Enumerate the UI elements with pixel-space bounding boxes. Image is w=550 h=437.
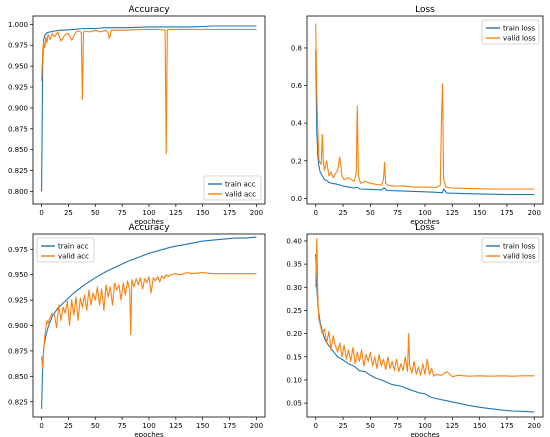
x-tick-label: 50: [91, 209, 100, 217]
y-tick-label: 0.10: [286, 376, 302, 384]
y-tick-label: 0.6: [291, 82, 303, 90]
x-tick-label: 100: [142, 422, 155, 430]
x-tick-label: 150: [473, 422, 486, 430]
series-line-valid-loss: [315, 238, 535, 378]
chart-title: Loss: [415, 223, 435, 233]
y-tick-label: 0.825: [8, 167, 28, 175]
series-line-train-loss: [315, 253, 535, 413]
chart-title: Loss: [415, 5, 435, 15]
legend-label: valid loss: [503, 35, 536, 43]
x-tick-label: 100: [418, 209, 431, 217]
chart-title: Accuracy: [128, 223, 170, 233]
x-tick-label: 150: [473, 209, 486, 217]
x-axis-label: epoches: [410, 218, 440, 226]
x-tick-label: 125: [169, 422, 182, 430]
x-tick-label: 75: [393, 422, 402, 430]
y-tick-label: 0.800: [8, 188, 28, 196]
y-tick-label: 0.40: [286, 237, 302, 245]
legend-label: valid acc: [225, 191, 256, 199]
x-axis-label: epoches: [410, 431, 440, 437]
y-tick-label: 0.850: [8, 146, 28, 154]
y-tick-label: 0.925: [8, 297, 28, 305]
series-line-train-acc: [41, 236, 257, 409]
x-tick-label: 50: [366, 422, 375, 430]
y-tick-label: 0.975: [8, 42, 28, 50]
x-tick-label: 75: [118, 422, 127, 430]
y-tick-label: 0.875: [8, 125, 28, 133]
legend-label: train acc: [58, 243, 89, 251]
y-tick-label: 0.30: [286, 284, 302, 292]
legend-label: train acc: [225, 181, 256, 189]
chart-3: Accuracy 0 25 50 75 100 125 150 175 200 0.825 0.850…: [8, 223, 266, 437]
y-tick-label: 0.25: [286, 307, 302, 315]
legend: train loss valid loss: [481, 237, 540, 263]
x-tick-label: 175: [223, 209, 236, 217]
x-tick-label: 50: [366, 209, 375, 217]
x-tick-label: 200: [528, 422, 541, 430]
y-tick-label: 0.0: [291, 195, 302, 203]
legend: train acc valid acc: [203, 175, 262, 201]
y-tick-label: 0.4: [291, 120, 303, 128]
legend-label: train loss: [503, 25, 535, 33]
legend-label: valid acc: [58, 253, 89, 261]
y-tick-label: 0.950: [8, 63, 28, 71]
y-tick-label: 0.35: [286, 261, 302, 269]
x-tick-label: 25: [339, 422, 348, 430]
x-tick-label: 125: [446, 209, 459, 217]
x-tick-label: 150: [196, 422, 209, 430]
y-tick-label: 0.15: [286, 353, 302, 361]
y-tick-label: 1.000: [8, 21, 28, 29]
series-line-valid-acc: [41, 28, 257, 155]
x-tick-label: 175: [500, 209, 513, 217]
x-tick-label: 125: [446, 422, 459, 430]
x-tick-label: 0: [39, 209, 43, 217]
y-tick-label: 0.950: [8, 271, 28, 279]
x-tick-label: 175: [500, 422, 513, 430]
series-line-valid-loss: [315, 23, 535, 190]
y-tick-label: 0.20: [286, 330, 302, 338]
y-tick-label: 0.875: [8, 347, 28, 355]
legend: train acc valid acc: [36, 237, 95, 263]
legend-label: valid loss: [503, 253, 536, 261]
y-tick-label: 0.925: [8, 84, 28, 92]
x-tick-label: 125: [169, 209, 182, 217]
x-tick-label: 100: [142, 209, 155, 217]
chart-title: Accuracy: [128, 5, 170, 15]
x-tick-label: 0: [39, 422, 43, 430]
x-axis-label: epoches: [134, 431, 164, 437]
y-tick-label: 0.825: [8, 398, 28, 406]
x-tick-label: 0: [314, 422, 318, 430]
legend: train loss valid loss: [481, 19, 540, 45]
chart-2: Loss 0 25 50 75 100 125 150 175 200 0.0 0.2 0.4 0.6 0.…: [291, 5, 544, 226]
x-tick-label: 100: [418, 422, 431, 430]
x-tick-label: 75: [393, 209, 402, 217]
y-tick-label: 0.900: [8, 104, 28, 112]
chart-1: Accuracy 0 25 50 75 100 125 150 175 200 0.800 0.825…: [8, 5, 266, 226]
x-tick-label: 200: [528, 209, 541, 217]
x-tick-label: 50: [91, 422, 100, 430]
series-line-valid-acc: [41, 272, 257, 369]
x-tick-label: 0: [314, 209, 318, 217]
x-tick-label: 175: [223, 422, 236, 430]
x-tick-label: 25: [339, 209, 348, 217]
y-tick-label: 0.900: [8, 322, 28, 330]
x-tick-label: 200: [250, 209, 263, 217]
x-axis-label: epoches: [134, 218, 164, 226]
series-line-train-acc: [41, 25, 257, 192]
y-tick-label: 0.975: [8, 246, 28, 254]
x-tick-label: 75: [118, 209, 127, 217]
y-tick-label: 0.850: [8, 373, 28, 381]
x-tick-label: 25: [64, 209, 73, 217]
y-tick-label: 0.2: [291, 157, 302, 165]
x-tick-label: 25: [64, 422, 73, 430]
legend-label: train loss: [503, 243, 535, 251]
series-line-train-loss: [315, 49, 535, 196]
y-tick-label: 0.8: [291, 44, 302, 52]
chart-4: Loss 0 25 50 75 100 125 150 175 200 0.05 0.10 0.15 0.…: [286, 223, 544, 437]
x-tick-label: 150: [196, 209, 209, 217]
x-tick-label: 200: [250, 422, 263, 430]
y-tick-label: 0.05: [286, 400, 302, 408]
